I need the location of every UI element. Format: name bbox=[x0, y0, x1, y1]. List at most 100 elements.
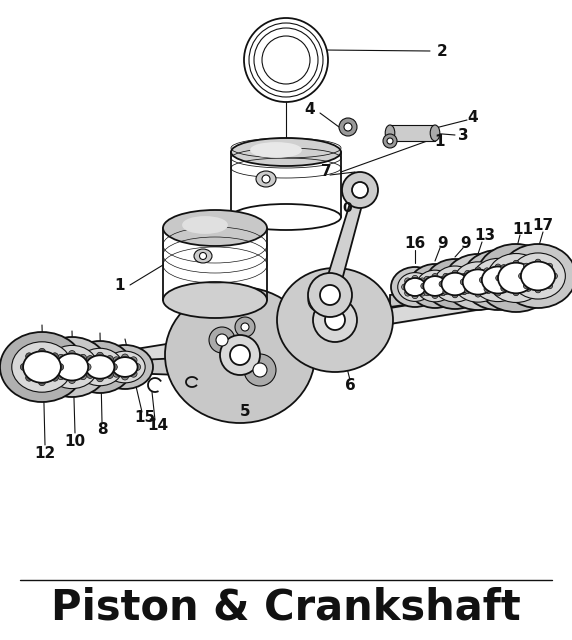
Circle shape bbox=[486, 271, 491, 276]
Ellipse shape bbox=[404, 278, 426, 296]
Circle shape bbox=[58, 372, 65, 380]
Ellipse shape bbox=[430, 125, 440, 141]
Circle shape bbox=[519, 273, 525, 279]
Text: 2: 2 bbox=[436, 44, 447, 58]
Circle shape bbox=[424, 276, 430, 282]
Circle shape bbox=[506, 286, 512, 292]
Circle shape bbox=[308, 273, 352, 317]
Circle shape bbox=[220, 335, 260, 375]
Circle shape bbox=[113, 370, 120, 377]
Ellipse shape bbox=[444, 254, 512, 310]
Circle shape bbox=[432, 273, 438, 280]
Text: 3: 3 bbox=[458, 127, 468, 143]
Circle shape bbox=[513, 260, 519, 266]
Ellipse shape bbox=[97, 345, 153, 389]
Circle shape bbox=[253, 363, 267, 377]
Circle shape bbox=[496, 275, 502, 281]
Circle shape bbox=[244, 354, 276, 386]
Circle shape bbox=[121, 373, 129, 380]
Circle shape bbox=[84, 364, 91, 371]
Ellipse shape bbox=[434, 266, 476, 302]
Circle shape bbox=[547, 283, 553, 289]
Text: 9: 9 bbox=[460, 237, 471, 252]
Circle shape bbox=[383, 134, 397, 148]
Circle shape bbox=[523, 283, 530, 289]
Circle shape bbox=[69, 376, 76, 383]
Circle shape bbox=[97, 375, 104, 381]
Text: 6: 6 bbox=[344, 378, 355, 394]
Circle shape bbox=[484, 286, 490, 292]
Circle shape bbox=[80, 372, 86, 380]
Circle shape bbox=[57, 364, 63, 371]
Text: 1: 1 bbox=[115, 278, 125, 294]
Circle shape bbox=[443, 273, 449, 280]
Circle shape bbox=[83, 364, 90, 371]
Text: 5: 5 bbox=[240, 403, 251, 419]
Text: 4: 4 bbox=[468, 109, 478, 125]
Circle shape bbox=[402, 284, 408, 290]
Ellipse shape bbox=[398, 273, 432, 301]
Ellipse shape bbox=[56, 353, 88, 381]
Circle shape bbox=[26, 353, 33, 360]
Circle shape bbox=[461, 273, 467, 280]
Circle shape bbox=[461, 289, 467, 294]
Circle shape bbox=[106, 371, 113, 378]
Ellipse shape bbox=[194, 249, 212, 263]
Circle shape bbox=[262, 175, 270, 183]
Circle shape bbox=[325, 310, 345, 330]
Ellipse shape bbox=[409, 264, 461, 308]
Ellipse shape bbox=[472, 259, 524, 301]
Text: 7: 7 bbox=[321, 164, 331, 179]
Circle shape bbox=[419, 290, 426, 296]
Circle shape bbox=[38, 348, 46, 355]
Ellipse shape bbox=[521, 262, 555, 291]
Ellipse shape bbox=[113, 357, 138, 377]
Ellipse shape bbox=[77, 348, 123, 386]
Circle shape bbox=[235, 317, 255, 337]
Circle shape bbox=[535, 287, 541, 293]
Circle shape bbox=[464, 271, 471, 276]
Circle shape bbox=[475, 291, 481, 297]
Circle shape bbox=[80, 355, 86, 362]
Text: 12: 12 bbox=[34, 447, 55, 461]
Ellipse shape bbox=[454, 262, 502, 302]
Ellipse shape bbox=[462, 250, 534, 310]
Circle shape bbox=[342, 172, 378, 208]
Ellipse shape bbox=[165, 287, 315, 423]
Circle shape bbox=[262, 36, 310, 84]
Text: 0: 0 bbox=[342, 201, 352, 215]
Circle shape bbox=[87, 371, 94, 378]
Ellipse shape bbox=[163, 282, 267, 318]
Ellipse shape bbox=[105, 351, 145, 383]
Text: 10: 10 bbox=[65, 433, 86, 449]
Circle shape bbox=[495, 264, 501, 270]
Circle shape bbox=[513, 290, 519, 296]
Circle shape bbox=[452, 270, 458, 276]
Circle shape bbox=[424, 290, 430, 296]
Text: 8: 8 bbox=[97, 422, 108, 438]
Ellipse shape bbox=[385, 125, 395, 141]
Text: 1: 1 bbox=[435, 134, 445, 148]
Circle shape bbox=[412, 292, 418, 299]
Ellipse shape bbox=[463, 269, 493, 294]
Ellipse shape bbox=[442, 273, 468, 295]
Circle shape bbox=[320, 285, 340, 305]
Ellipse shape bbox=[482, 266, 514, 294]
Circle shape bbox=[315, 295, 325, 305]
Ellipse shape bbox=[476, 244, 556, 312]
Circle shape bbox=[490, 279, 496, 285]
Circle shape bbox=[464, 287, 471, 294]
Circle shape bbox=[130, 370, 137, 377]
Ellipse shape bbox=[12, 342, 72, 392]
Ellipse shape bbox=[231, 204, 341, 230]
Circle shape bbox=[535, 259, 541, 265]
Circle shape bbox=[443, 283, 449, 289]
Ellipse shape bbox=[36, 337, 108, 397]
Text: 17: 17 bbox=[533, 218, 554, 234]
Circle shape bbox=[422, 284, 428, 290]
Ellipse shape bbox=[256, 171, 276, 187]
Circle shape bbox=[475, 267, 481, 273]
Circle shape bbox=[412, 275, 418, 282]
Circle shape bbox=[258, 32, 314, 88]
Text: 4: 4 bbox=[305, 102, 315, 118]
